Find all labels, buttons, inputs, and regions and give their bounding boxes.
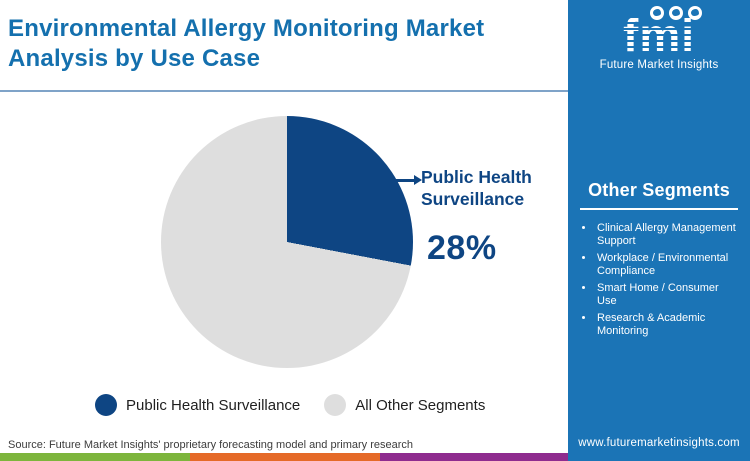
legend-label: Public Health Surveillance bbox=[126, 396, 301, 414]
other-segments-heading: Other Segments bbox=[588, 180, 730, 200]
pie-chart bbox=[161, 116, 413, 368]
legend-item-public-health: Public Health Surveillance bbox=[95, 394, 300, 416]
list-item: Clinical Allergy Management Support bbox=[595, 222, 740, 248]
title-divider bbox=[0, 90, 568, 92]
callout-value: 28% bbox=[427, 229, 497, 267]
globe-americas-icon bbox=[650, 6, 664, 20]
legend-item-other: All Other Segments bbox=[324, 394, 485, 416]
page-title: Environmental Allergy Monitoring Market … bbox=[8, 15, 485, 73]
legend-label: All Other Segments bbox=[355, 396, 486, 414]
sidebar: fmi Future Market Insights Other Segment… bbox=[568, 0, 750, 461]
fmi-logo: fmi Future Market Insights bbox=[568, 6, 750, 71]
globe-europe-icon bbox=[669, 6, 683, 20]
list-item: Workplace / Environmental Compliance bbox=[595, 252, 740, 278]
callout-arrow-icon bbox=[392, 175, 422, 185]
globe-asia-icon bbox=[688, 6, 702, 20]
legend-dot-navy bbox=[95, 394, 117, 416]
other-segments-list: Clinical Allergy Management Support Work… bbox=[582, 222, 740, 342]
main-content: Environmental Allergy Monitoring Market … bbox=[0, 15, 568, 461]
callout-label: Public Health Surveillance bbox=[421, 167, 532, 210]
legend-dot-gray bbox=[324, 394, 347, 416]
chart-legend: Public Health Surveillance All Other Seg… bbox=[95, 394, 485, 416]
website-url[interactable]: www.futuremarketinsights.com bbox=[578, 437, 740, 449]
logo-globes bbox=[602, 6, 750, 20]
accent-green bbox=[0, 453, 190, 461]
heading-divider bbox=[580, 208, 738, 210]
accent-orange bbox=[190, 453, 380, 461]
list-item: Research & Academic Monitoring bbox=[595, 312, 740, 338]
source-note: Source: Future Market Insights' propriet… bbox=[8, 439, 413, 451]
logo-subtext: Future Market Insights bbox=[599, 59, 719, 71]
list-item: Smart Home / Consumer Use bbox=[595, 282, 740, 308]
bottom-accent-bar bbox=[0, 453, 568, 461]
accent-purple bbox=[380, 453, 568, 461]
